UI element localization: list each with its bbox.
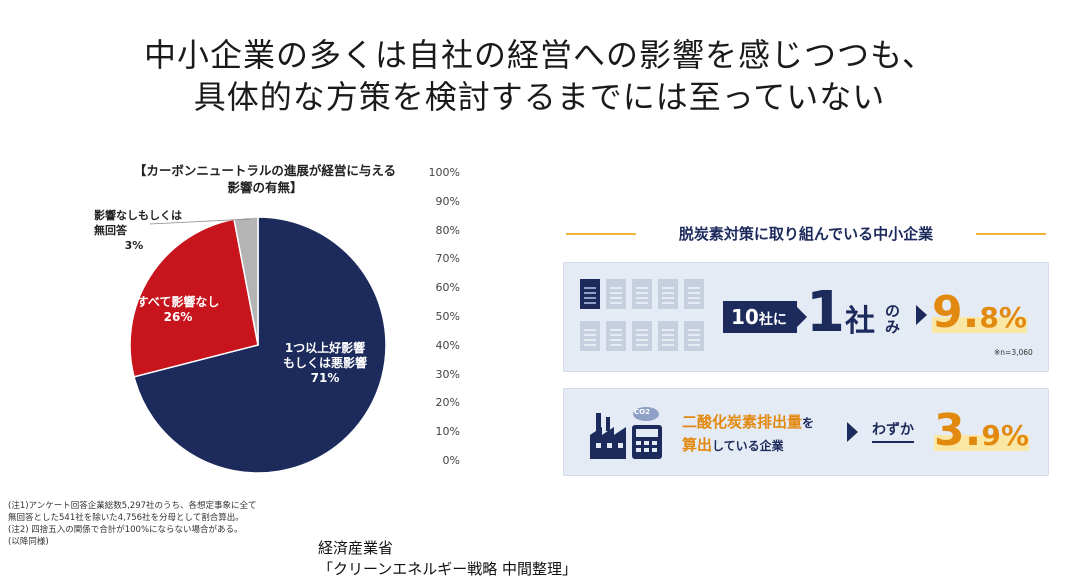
pie-label-1-0: すべて影響なし: [137, 294, 220, 309]
axis-tick-label: 80%: [435, 223, 460, 237]
axis-tick-label: 40%: [435, 338, 460, 352]
axis-tick-label: 0%: [442, 454, 460, 467]
companies-doing-text: している企業: [712, 439, 784, 453]
stat-box-1: 10社に 1社 のみ 9.8% ※n=3,060: [563, 262, 1049, 372]
particle-wo: を: [802, 416, 815, 430]
page-title-line1: 中小企業の多くは自社の経営への影響を感じつつも、: [143, 36, 936, 74]
arrow-right-icon: [847, 422, 858, 442]
highlight-marker: [932, 317, 1027, 333]
co2-emissions-text: 二酸化炭素排出量: [682, 413, 803, 431]
pct-dec: 9: [981, 419, 1001, 452]
pie-label-0-2: 71%: [311, 371, 340, 385]
footnotes: (注1)アンケート回答企業総数5,297社のうち、各想定事象に全て 無回答とした…: [8, 500, 308, 548]
building-icon-highlight: [580, 279, 600, 309]
page-title-line2: 具体的な方策を検討するまでには至っていない: [193, 78, 886, 116]
pct-int: 9.: [932, 287, 980, 338]
pie-label-2-1: 無回答: [94, 223, 128, 237]
building-icon: [658, 279, 678, 309]
chart-title-line1: 【カーボンニュートラルの進展が経営に与える: [133, 163, 397, 178]
highlight-marker: [934, 435, 1029, 451]
pie-label-2-0: 影響なしもしくは: [94, 208, 182, 222]
pie-slice-1: [129, 218, 259, 378]
one-company: 1社: [806, 281, 875, 345]
source-line1: 経済産業省: [318, 539, 394, 557]
source-line2: 「クリーンエネルギー戦略 中間整理」: [318, 560, 578, 578]
co2-description: 二酸化炭素排出量を 算出している企業: [682, 411, 814, 457]
building-icon: [580, 321, 600, 351]
building-icon: [658, 321, 678, 351]
building-icon: [632, 321, 652, 351]
axis-tick-label: 100%: [428, 166, 460, 179]
footnote-2: 無回答とした541社を除いた4,756社を分母として割合算出。: [8, 513, 244, 523]
axis-tick-label: 30%: [435, 367, 460, 381]
axis-tick-label: 10%: [435, 425, 460, 439]
ten-number: 10: [731, 305, 759, 329]
pct-dec: 8: [979, 301, 999, 334]
pie-slice-0: [133, 216, 387, 474]
chart-title-line2: 影響の有無】: [227, 180, 303, 195]
heading-rule-right: [976, 233, 1046, 235]
axis-tick-label: 20%: [435, 396, 460, 410]
one-unit: 社: [844, 304, 875, 339]
pie-label-2-2: 3%: [125, 239, 144, 252]
pie-label-0-1: もしくは悪影響: [283, 355, 367, 370]
one-number: 1: [806, 280, 845, 345]
footnote-1: (注1)アンケート回答企業総数5,297社のうち、各想定事象に全て: [8, 501, 257, 511]
pie-label-0-0: 1つ以上好影響: [285, 340, 365, 355]
calculate-text: 算出: [682, 436, 713, 454]
leader-line: [149, 218, 251, 225]
heading-rule-left: [566, 233, 636, 235]
stat-box-2: CO2 二酸化炭素排出量を 算出している企業 わずか 3.9%: [563, 388, 1049, 476]
pct-int: 3.: [934, 405, 982, 456]
only-label: のみ: [885, 302, 901, 336]
pie-slice-2: [233, 216, 259, 346]
only-merely-label: わずか: [872, 419, 914, 443]
building-icon: [684, 321, 704, 351]
panel-heading-text: 脱炭素対策に取り組んでいる中小企業: [678, 225, 934, 243]
ten-companies-badge: 10社に: [723, 301, 807, 333]
footnote-3: (注2) 四捨五入の関係で合計が100%にならない場合がある。: [8, 525, 243, 535]
arrow-right-icon: [916, 305, 927, 325]
axis-tick-label: 70%: [435, 252, 460, 266]
pie-label-1-1: 26%: [164, 310, 193, 324]
building-icon: [606, 321, 626, 351]
footnote-4: (以降同様): [8, 537, 49, 547]
percent-9-8: 9.8%: [932, 285, 1027, 341]
co2-label: CO2: [634, 408, 650, 416]
building-icon: [606, 279, 626, 309]
building-icon: [684, 279, 704, 309]
ten-unit: 社に: [758, 312, 787, 328]
axis-tick-label: 50%: [435, 310, 460, 323]
pct-sign: %: [998, 301, 1027, 334]
panel-heading: 脱炭素対策に取り組んでいる中小企業: [566, 222, 1046, 246]
axis-tick-label: 90%: [435, 194, 460, 208]
factory-calculator-icon: [590, 407, 662, 459]
building-icon: [632, 279, 652, 309]
percent-3-9: 3.9%: [934, 403, 1029, 459]
axis-tick-label: 60%: [435, 281, 460, 295]
sample-size-note: ※n=3,060: [994, 348, 1033, 357]
source: 経済産業省 「クリーンエネルギー戦略 中間整理」: [318, 538, 577, 580]
pct-sign: %: [1000, 419, 1029, 452]
